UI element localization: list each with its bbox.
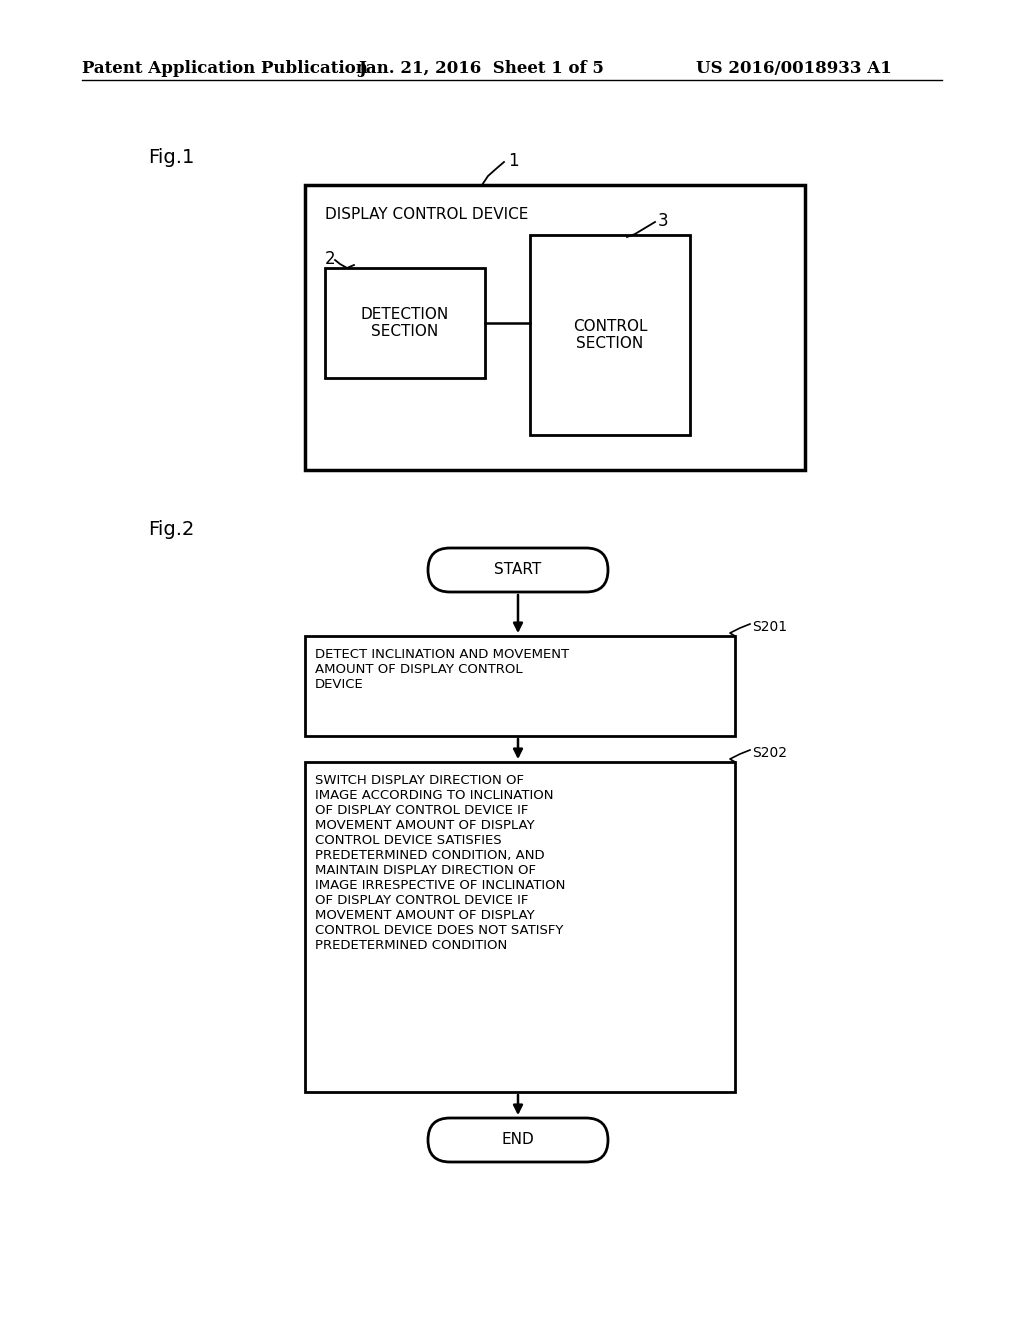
Text: Patent Application Publication: Patent Application Publication [82,59,368,77]
Text: 3: 3 [658,213,669,230]
Text: END: END [502,1133,535,1147]
Text: CONTROL
SECTION: CONTROL SECTION [572,319,647,351]
FancyBboxPatch shape [428,548,608,591]
Text: 1: 1 [508,152,518,170]
Text: 2: 2 [325,249,336,268]
Text: DETECT INCLINATION AND MOVEMENT
AMOUNT OF DISPLAY CONTROL
DEVICE: DETECT INCLINATION AND MOVEMENT AMOUNT O… [315,648,569,690]
Text: DETECTION
SECTION: DETECTION SECTION [360,306,450,339]
Bar [530,235,690,436]
Text: DISPLAY CONTROL DEVICE: DISPLAY CONTROL DEVICE [325,207,528,222]
Text: SWITCH DISPLAY DIRECTION OF
IMAGE ACCORDING TO INCLINATION
OF DISPLAY CONTROL DE: SWITCH DISPLAY DIRECTION OF IMAGE ACCORD… [315,774,565,952]
Bar [305,762,735,1092]
Text: Fig.2: Fig.2 [148,520,195,539]
Text: US 2016/0018933 A1: US 2016/0018933 A1 [696,59,892,77]
FancyBboxPatch shape [428,1118,608,1162]
Text: S202: S202 [752,746,787,760]
Bar [305,636,735,737]
Text: Jan. 21, 2016  Sheet 1 of 5: Jan. 21, 2016 Sheet 1 of 5 [358,59,604,77]
Bar [325,268,485,378]
Text: Fig.1: Fig.1 [148,148,195,168]
Text: START: START [495,562,542,578]
Bar [305,185,805,470]
Text: S201: S201 [752,620,787,634]
